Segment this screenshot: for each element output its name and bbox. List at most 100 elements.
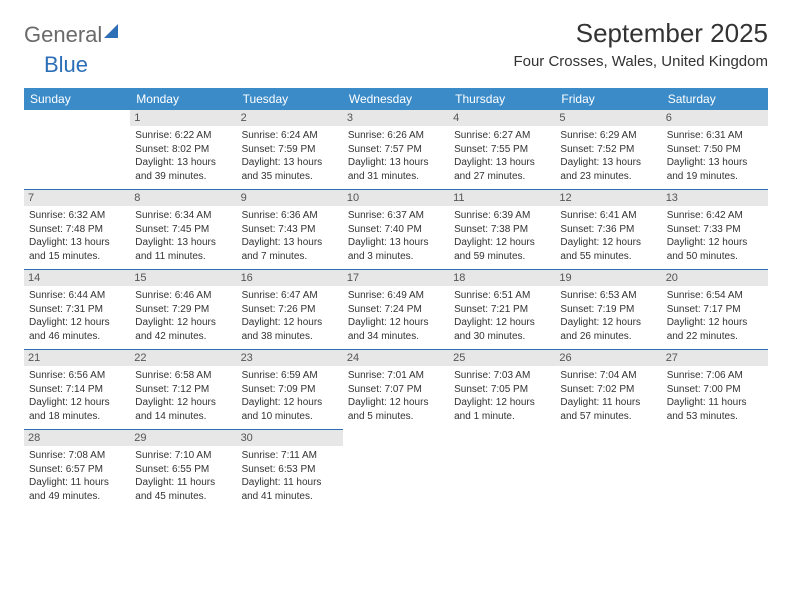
calendar-cell: 19Sunrise: 6:53 AMSunset: 7:19 PMDayligh…: [555, 270, 661, 350]
daylight-text: Daylight: 11 hours and 57 minutes.: [560, 396, 656, 423]
daylight-text: Daylight: 12 hours and 59 minutes.: [454, 236, 550, 263]
calendar-cell: 23 Sunrise: 6:59 AMSunset: 7:09 PMDayligh…: [237, 350, 343, 430]
sunset-text: Sunset: 7:26 PM: [242, 303, 338, 317]
daylight-text: Daylight: 13 hours and 35 minutes.: [242, 156, 338, 183]
day-header: Friday: [555, 88, 661, 110]
title-block: September 2025 Four Crosses, Wales, Unit…: [513, 18, 768, 70]
daylight-text: Daylight: 12 hours and 34 minutes.: [348, 316, 444, 343]
sunset-text: Sunset: 7:24 PM: [348, 303, 444, 317]
day-number: 13: [662, 190, 768, 206]
sunset-text: Sunset: 7:21 PM: [454, 303, 550, 317]
day-number: 7: [24, 190, 130, 206]
day-number: 24: [343, 350, 449, 366]
calendar-cell: 24 Sunrise: 7:01 AMSunset: 7:07 PMDayligh…: [343, 350, 449, 430]
calendar-cell: 2 Sunrise: 6:24 AMSunset: 7:59 PMDaylight…: [237, 110, 343, 190]
sunset-text: Sunset: 7:57 PM: [348, 143, 444, 157]
calendar-cell: 28Sunrise: 7:08 AMSunset: 6:57 PMDayligh…: [24, 430, 130, 510]
day-info: Sunrise: 6:46 AMSunset: 7:29 PMDaylight:…: [135, 289, 231, 343]
sunrise-text: Sunrise: 6:26 AM: [348, 129, 444, 143]
day-number: 4: [449, 110, 555, 126]
day-number: 26: [555, 350, 661, 366]
calendar-cell: [449, 430, 555, 510]
day-info: Sunrise: 7:10 AMSunset: 6:55 PMDaylight:…: [135, 449, 231, 503]
day-number: 12: [555, 190, 661, 206]
day-number: 28: [24, 430, 130, 446]
calendar-cell: 16Sunrise: 6:47 AMSunset: 7:26 PMDayligh…: [237, 270, 343, 350]
daylight-text: Daylight: 13 hours and 15 minutes.: [29, 236, 125, 263]
calendar-cell: 27Sunrise: 7:06 AMSunset: 7:00 PMDayligh…: [662, 350, 768, 430]
sunset-text: Sunset: 8:02 PM: [135, 143, 231, 157]
sunrise-text: Sunrise: 7:03 AM: [454, 369, 550, 383]
sunset-text: Sunset: 7:59 PM: [242, 143, 338, 157]
calendar-cell: [24, 110, 130, 190]
day-number: 9: [237, 190, 343, 206]
day-info: Sunrise: 6:53 AMSunset: 7:19 PMDaylight:…: [560, 289, 656, 343]
sunrise-text: Sunrise: 7:04 AM: [560, 369, 656, 383]
day-number: 16: [237, 270, 343, 286]
sunrise-text: Sunrise: 6:51 AM: [454, 289, 550, 303]
day-number: 8: [130, 190, 236, 206]
calendar-cell: 3 Sunrise: 6:26 AMSunset: 7:57 PMDaylight…: [343, 110, 449, 190]
sunset-text: Sunset: 7:36 PM: [560, 223, 656, 237]
day-number: 5: [555, 110, 661, 126]
day-info: Sunrise: 6:24 AMSunset: 7:59 PMDaylight:…: [242, 129, 338, 183]
day-info: Sunrise: 6:58 AMSunset: 7:12 PMDaylight:…: [135, 369, 231, 423]
daylight-text: Daylight: 13 hours and 31 minutes.: [348, 156, 444, 183]
day-info: Sunrise: 6:54 AMSunset: 7:17 PMDaylight:…: [667, 289, 763, 343]
daylight-text: Daylight: 13 hours and 39 minutes.: [135, 156, 231, 183]
day-info: Sunrise: 6:31 AMSunset: 7:50 PMDaylight:…: [667, 129, 763, 183]
sunset-text: Sunset: 7:00 PM: [667, 383, 763, 397]
sunset-text: Sunset: 7:48 PM: [29, 223, 125, 237]
sunset-text: Sunset: 7:12 PM: [135, 383, 231, 397]
sunset-text: Sunset: 7:40 PM: [348, 223, 444, 237]
day-number: 27: [662, 350, 768, 366]
day-number: 14: [24, 270, 130, 286]
day-header: Wednesday: [343, 88, 449, 110]
month-title: September 2025: [513, 18, 768, 49]
sunrise-text: Sunrise: 6:24 AM: [242, 129, 338, 143]
calendar-cell: 4 Sunrise: 6:27 AMSunset: 7:55 PMDaylight…: [449, 110, 555, 190]
day-info: Sunrise: 6:59 AMSunset: 7:09 PMDaylight:…: [242, 369, 338, 423]
sunset-text: Sunset: 7:50 PM: [667, 143, 763, 157]
day-info: Sunrise: 6:22 AMSunset: 8:02 PMDaylight:…: [135, 129, 231, 183]
day-number: 2: [237, 110, 343, 126]
brand-part1: General: [24, 22, 102, 48]
calendar-week: 21Sunrise: 6:56 AMSunset: 7:14 PMDayligh…: [24, 350, 768, 430]
daylight-text: Daylight: 12 hours and 30 minutes.: [454, 316, 550, 343]
sunrise-text: Sunrise: 6:49 AM: [348, 289, 444, 303]
sunrise-text: Sunrise: 6:34 AM: [135, 209, 231, 223]
calendar-cell: [555, 430, 661, 510]
sunset-text: Sunset: 6:55 PM: [135, 463, 231, 477]
day-info: Sunrise: 6:44 AMSunset: 7:31 PMDaylight:…: [29, 289, 125, 343]
calendar-cell: [343, 430, 449, 510]
day-header: Thursday: [449, 88, 555, 110]
calendar-cell: 26 Sunrise: 7:04 AMSunset: 7:02 PMDayligh…: [555, 350, 661, 430]
daylight-text: Daylight: 13 hours and 27 minutes.: [454, 156, 550, 183]
calendar-cell: 12Sunrise: 6:41 AMSunset: 7:36 PMDayligh…: [555, 190, 661, 270]
sunrise-text: Sunrise: 6:44 AM: [29, 289, 125, 303]
calendar-week: 1Sunrise: 6:22 AMSunset: 8:02 PMDaylight…: [24, 110, 768, 190]
brand-logo: General: [24, 18, 118, 48]
calendar-cell: 18Sunrise: 6:51 AMSunset: 7:21 PMDayligh…: [449, 270, 555, 350]
sunset-text: Sunset: 7:43 PM: [242, 223, 338, 237]
day-info: Sunrise: 7:03 AMSunset: 7:05 PMDaylight:…: [454, 369, 550, 423]
sunrise-text: Sunrise: 6:22 AM: [135, 129, 231, 143]
daylight-text: Daylight: 12 hours and 38 minutes.: [242, 316, 338, 343]
day-header: Sunday: [24, 88, 130, 110]
calendar-cell: 10Sunrise: 6:37 AMSunset: 7:40 PMDayligh…: [343, 190, 449, 270]
sunset-text: Sunset: 7:52 PM: [560, 143, 656, 157]
calendar-cell: 21Sunrise: 6:56 AMSunset: 7:14 PMDayligh…: [24, 350, 130, 430]
day-info: Sunrise: 7:01 AMSunset: 7:07 PMDaylight:…: [348, 369, 444, 423]
daylight-text: Daylight: 12 hours and 50 minutes.: [667, 236, 763, 263]
sunset-text: Sunset: 7:38 PM: [454, 223, 550, 237]
daylight-text: Daylight: 11 hours and 49 minutes.: [29, 476, 125, 503]
sunset-text: Sunset: 6:53 PM: [242, 463, 338, 477]
sunrise-text: Sunrise: 6:41 AM: [560, 209, 656, 223]
day-number: 23: [237, 350, 343, 366]
day-number: 17: [343, 270, 449, 286]
calendar-week: 14 Sunrise: 6:44 AMSunset: 7:31 PMDayligh…: [24, 270, 768, 350]
day-info: Sunrise: 7:04 AMSunset: 7:02 PMDaylight:…: [560, 369, 656, 423]
day-number: 3: [343, 110, 449, 126]
day-info: Sunrise: 6:27 AMSunset: 7:55 PMDaylight:…: [454, 129, 550, 183]
sunset-text: Sunset: 7:14 PM: [29, 383, 125, 397]
